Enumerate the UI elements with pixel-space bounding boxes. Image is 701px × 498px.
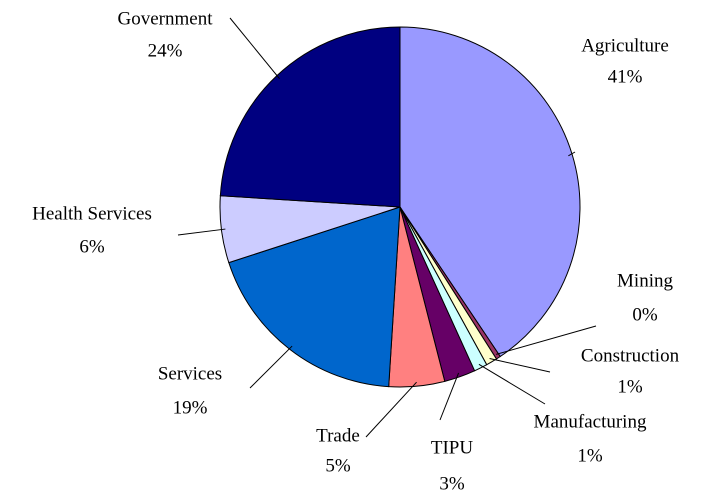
slice-value-label: 0% bbox=[632, 304, 658, 325]
slice-label: TIPU bbox=[431, 437, 474, 458]
slice-value-label: 19% bbox=[173, 397, 208, 418]
leader-line bbox=[249, 345, 293, 389]
slice-label: Agriculture bbox=[581, 35, 669, 56]
slice-label: Services bbox=[158, 363, 222, 384]
slice-value-label: 41% bbox=[608, 66, 643, 87]
slice-label: Construction bbox=[581, 345, 680, 366]
leader-line bbox=[177, 228, 226, 236]
slice-value-label: 3% bbox=[439, 473, 465, 494]
pie-slice bbox=[399, 26, 581, 358]
slice-value-label: 24% bbox=[148, 40, 183, 61]
slice-value-label: 6% bbox=[79, 236, 105, 257]
slice-label: Health Services bbox=[32, 203, 152, 224]
slice-value-label: 5% bbox=[325, 455, 351, 476]
leader-line bbox=[496, 325, 597, 355]
slice-label: Trade bbox=[316, 425, 360, 446]
leader-line bbox=[478, 363, 546, 405]
pie-slice bbox=[228, 206, 401, 388]
slice-label: Government bbox=[118, 8, 214, 29]
slice-value-label: 1% bbox=[617, 376, 643, 397]
pie-slice bbox=[219, 26, 401, 208]
leader-line bbox=[489, 358, 551, 373]
leader-line bbox=[229, 17, 280, 80]
slice-value-label: 1% bbox=[577, 445, 603, 466]
leader-line bbox=[568, 151, 576, 157]
slice-label: Mining bbox=[617, 270, 673, 291]
leader-line bbox=[439, 372, 460, 421]
leader-line bbox=[365, 381, 417, 438]
slice-label: Manufacturing bbox=[534, 411, 647, 432]
